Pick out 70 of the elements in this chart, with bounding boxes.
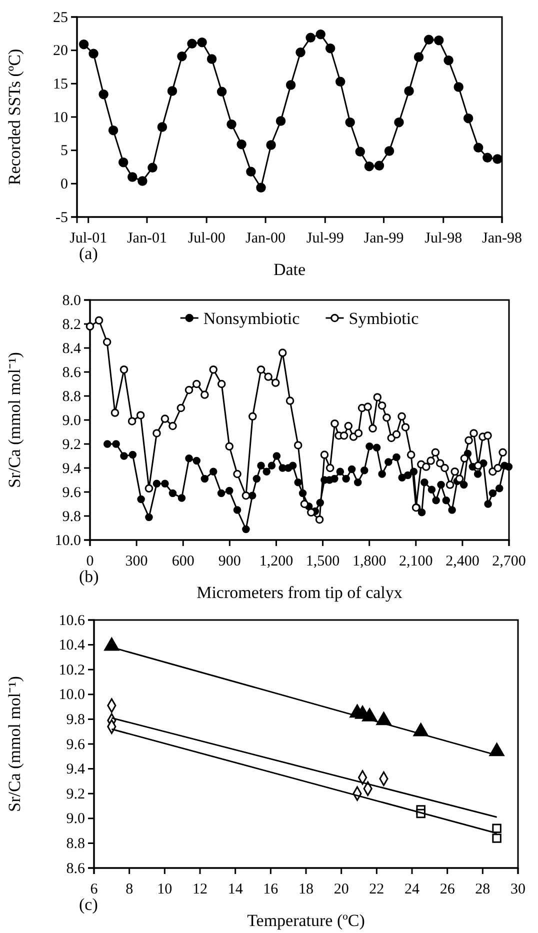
x-tick-label: 2,100	[399, 554, 433, 570]
legend-label: Nonsymbiotic	[203, 308, 300, 328]
y-tick-label: -5	[56, 210, 68, 226]
x-tick-label: 10	[157, 882, 172, 898]
y-tick-label: 9.4	[66, 762, 86, 778]
x-tick-label: Jan-01	[126, 230, 167, 246]
x-tick-label: 900	[218, 554, 241, 570]
x-tick-label: 30	[510, 882, 526, 898]
x-tick-label: 22	[369, 882, 384, 898]
y-tick-label: 8.8	[66, 836, 85, 852]
y-tick-label: 8.2	[62, 316, 81, 333]
y-tick-label: 8.8	[62, 388, 81, 405]
x-axis-title: Date	[273, 260, 306, 279]
x-tick-label: Jan-98	[482, 230, 522, 246]
x-tick-label: 6	[90, 882, 98, 898]
y-tick-label: 9.8	[66, 712, 85, 728]
x-tick-label: 28	[475, 882, 490, 898]
y-tick-label: 0	[60, 176, 68, 192]
x-tick-label: 1,500	[306, 554, 340, 570]
text: (b)	[79, 567, 99, 586]
x-tick-label: 20	[334, 882, 349, 898]
x-tick-label: 26	[440, 882, 456, 898]
x-tick-label: 2,400	[446, 554, 480, 570]
legend-label: Symbiotic	[348, 308, 420, 328]
y-tick-label: 10	[53, 110, 68, 126]
y-axis-title: Sr/Ca (mmol mol⁻¹)	[5, 676, 24, 812]
x-tick-label: 16	[263, 882, 279, 898]
y-tick-label: 10.0	[58, 687, 85, 704]
y-tick-label: 15	[53, 76, 68, 92]
x-tick-label: 600	[172, 554, 194, 570]
y-tick-label: 9.0	[66, 811, 85, 828]
x-tick-label: 1,200	[259, 554, 294, 570]
x-tick-label: Jul-00	[188, 230, 226, 246]
y-tick-label: 9.6	[62, 484, 82, 501]
y-tick-label: 9.8	[62, 508, 81, 525]
x-tick-label: Jul-98	[424, 230, 462, 246]
x-tick-label: Jul-99	[306, 230, 344, 246]
y-tick-label: 9.0	[62, 412, 81, 429]
x-tick-label: Jan-00	[246, 230, 286, 246]
y-tick-label: 25	[53, 10, 68, 26]
y-tick-label: 9.2	[62, 436, 81, 453]
y-tick-label: 8.6	[66, 860, 86, 877]
y-axis-title: Sr/Ca (mmol mol⁻¹)	[5, 352, 24, 488]
x-tick-label: 14	[228, 882, 244, 898]
text: (c)	[79, 895, 98, 914]
y-tick-label: 10.4	[58, 638, 86, 654]
x-tick-label: 300	[125, 554, 148, 570]
y-tick-label: 8.0	[62, 292, 81, 309]
x-tick-label: Jul-01	[70, 230, 108, 246]
y-tick-label: 10.2	[58, 662, 85, 678]
y-tick-label: 10.6	[58, 612, 86, 629]
y-tick-label: 8.4	[62, 340, 82, 357]
y-tick-label: 8.6	[62, 364, 82, 381]
x-tick-label: Jan-99	[364, 230, 404, 246]
x-tick-label: 2,700	[492, 554, 526, 570]
y-tick-label: 10.0	[54, 532, 81, 549]
x-tick-label: 18	[298, 882, 314, 898]
x-tick-label: 24	[404, 882, 420, 898]
x-axis-title: Temperature (ºC)	[247, 911, 365, 930]
x-tick-label: 8	[126, 882, 134, 898]
y-tick-label: 9.2	[66, 786, 85, 802]
y-axis-title: Recorded SSTs (ºC)	[5, 48, 24, 186]
y-tick-label: 20	[53, 43, 68, 60]
x-axis-title: Micrometers from tip of calyx	[196, 583, 403, 602]
text: (a)	[79, 244, 98, 263]
x-tick-label: 12	[192, 882, 208, 898]
y-tick-label: 5	[60, 143, 68, 160]
x-tick-label: 1,800	[352, 554, 386, 570]
y-tick-label: 9.6	[66, 736, 86, 753]
y-tick-label: 9.4	[62, 460, 82, 477]
